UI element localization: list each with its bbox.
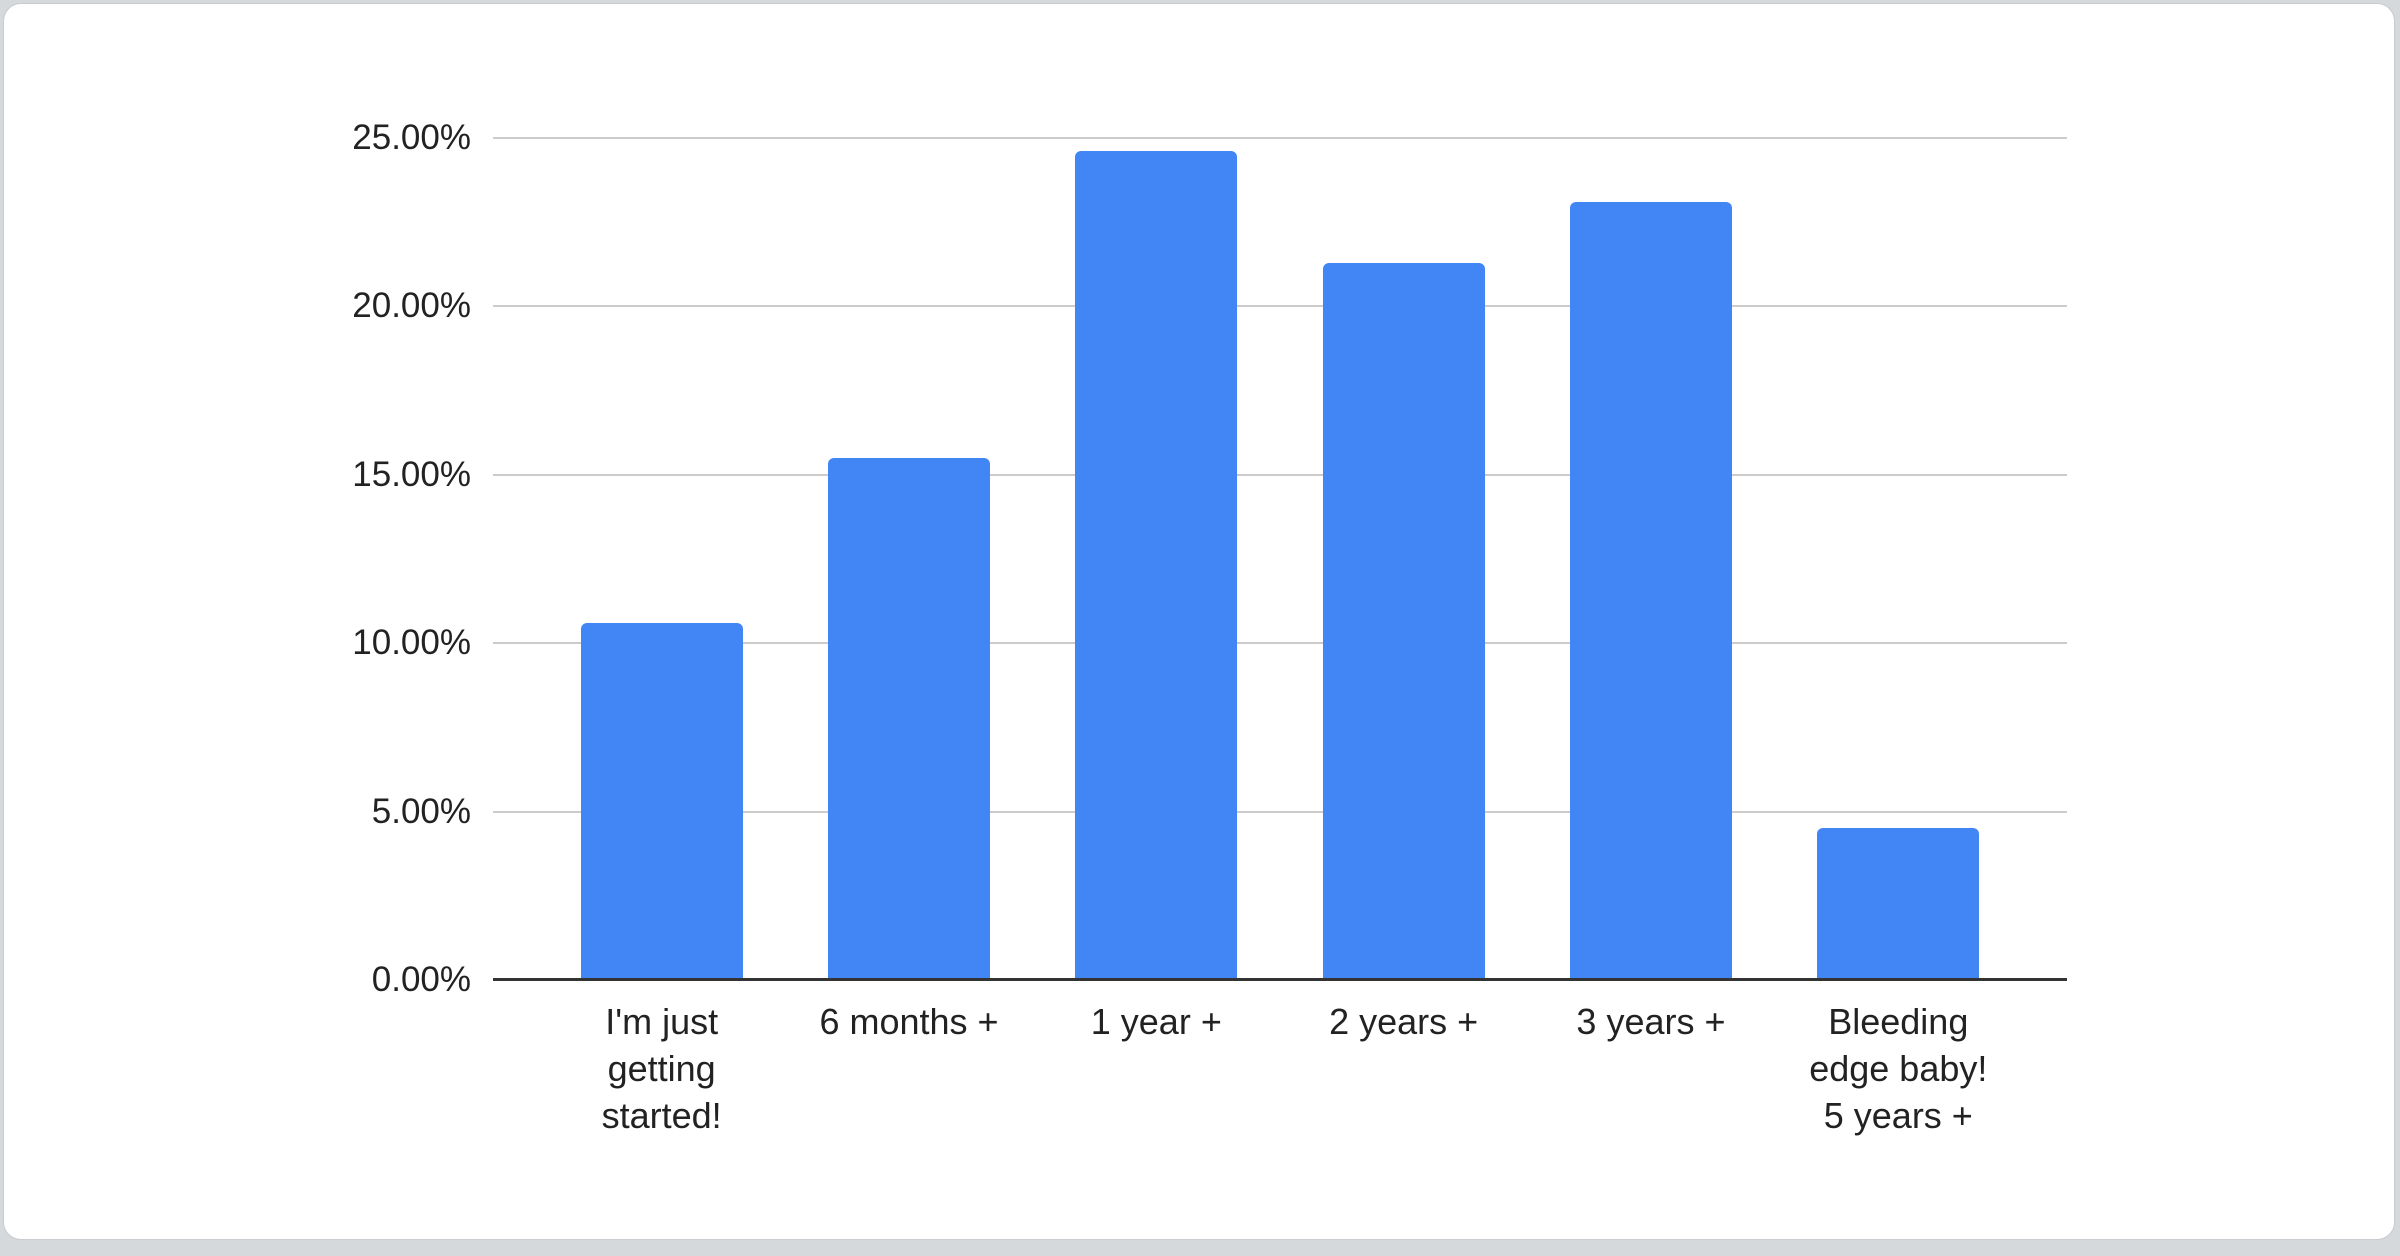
plot-area <box>493 137 2067 981</box>
y-axis-labels: 0.00% 5.00% 10.00% 15.00% 20.00% 25.00% <box>0 118 471 999</box>
bar-slot <box>1033 138 1280 980</box>
x-axis-line <box>493 978 2067 981</box>
bar-2[interactable] <box>827 457 990 980</box>
gridline <box>493 305 2067 308</box>
bar-1[interactable] <box>580 623 743 980</box>
x-tick-label: 1 year + <box>1090 1001 1222 1042</box>
y-tick-label: 0.00% <box>371 960 471 999</box>
x-tick-label: 2 years + <box>1329 1001 1479 1042</box>
gridline <box>493 642 2067 645</box>
y-tick-label: 20.00% <box>352 286 471 326</box>
bar-slot <box>1775 138 2022 980</box>
y-tick-label: 15.00% <box>352 454 471 494</box>
gridline <box>493 137 2067 139</box>
x-tick-label: Bleeding edge baby! 5 years + <box>1809 1001 1988 1136</box>
x-tick-label: 3 years + <box>1576 1001 1726 1042</box>
y-tick-label: 25.00% <box>352 118 471 157</box>
bar-3[interactable] <box>1075 151 1238 980</box>
bar-6[interactable] <box>1817 828 1980 980</box>
bars <box>538 138 2022 980</box>
bar-5[interactable] <box>1569 202 1732 980</box>
bar-slot <box>1280 138 1527 980</box>
bar-slot <box>1527 138 1774 980</box>
bar-slot <box>538 138 785 980</box>
x-tick-label: 6 months + <box>819 1001 999 1042</box>
gridline <box>493 810 2067 813</box>
gridline <box>493 473 2067 476</box>
bar-4[interactable] <box>1322 262 1485 980</box>
y-tick-label: 5.00% <box>371 791 471 831</box>
bar-slot <box>785 138 1032 980</box>
x-tick-label: I'm just getting started! <box>601 1001 722 1136</box>
y-tick-label: 10.00% <box>352 623 471 663</box>
x-axis-labels: I'm just getting started! 6 months + 1 yea… <box>538 998 2022 1139</box>
